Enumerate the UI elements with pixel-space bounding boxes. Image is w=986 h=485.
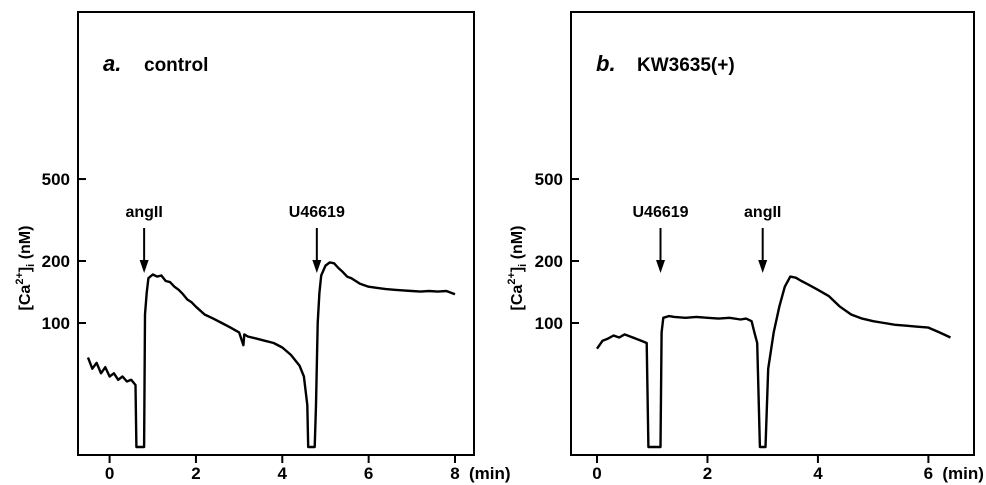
x-tick-label: 8: [450, 464, 459, 483]
y-tick-label: 200: [42, 252, 70, 271]
panel-b: b. KW3635(+) 0 2 4 6 (min) 100 200 500 [Ca2+]i (nM…: [506, 11, 984, 483]
plot-frame: [77, 11, 475, 456]
x-axis-unit: (min): [469, 464, 511, 483]
series-trace: [86, 261, 456, 449]
y-tick-label: 500: [42, 170, 70, 189]
annotation-arrow-head: [312, 260, 322, 273]
panel-a: a. control 0 2 4 6 8 (min) 100 200 500 [Ca2+]i (nM)…: [14, 11, 511, 483]
x-tick-label: 2: [191, 464, 200, 483]
x-tick-label: 6: [364, 464, 373, 483]
annotation-arrow-head: [139, 260, 149, 273]
annotation-label: U46619: [289, 204, 345, 221]
annotation-arrow-head: [656, 260, 666, 273]
annotation-arrow-head: [758, 260, 768, 273]
x-tick-label: 4: [278, 464, 288, 483]
panel-label: a.: [103, 51, 121, 76]
x-tick-label: 4: [813, 464, 823, 483]
annotation-label: angII: [125, 204, 162, 221]
panel-title: control: [144, 55, 208, 76]
y-tick-label: 500: [535, 170, 563, 189]
x-axis-unit: (min): [942, 464, 984, 483]
series-trace: [596, 275, 952, 449]
x-tick-label: 6: [924, 464, 933, 483]
panel-label: b.: [596, 51, 616, 76]
y-axis-label: [Ca2+]i (nM): [506, 226, 529, 311]
y-tick-label: 100: [535, 314, 563, 333]
x-tick-label: 0: [592, 464, 601, 483]
annotation-label: angII: [744, 204, 781, 221]
annotation-label: U46619: [632, 204, 688, 221]
x-tick-label: 2: [703, 464, 712, 483]
panel-title: KW3635(+): [637, 55, 735, 76]
y-tick-label: 100: [42, 314, 70, 333]
y-axis-label: [Ca2+]i (nM): [14, 226, 37, 311]
plot-frame: [570, 11, 975, 456]
x-tick-label: 0: [105, 464, 114, 483]
y-tick-label: 200: [535, 252, 563, 271]
